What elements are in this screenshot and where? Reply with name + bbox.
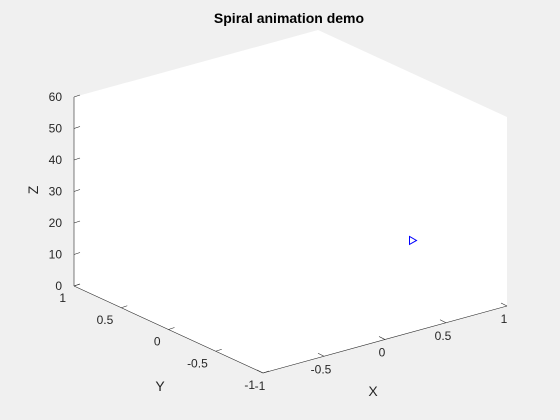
x-tick-mark: [500, 302, 508, 307]
z-tick-label: 30: [49, 185, 63, 199]
z-tick-mark: [73, 189, 81, 192]
y-tick-label: -0.5: [187, 356, 208, 370]
x-tick-label: -1: [255, 379, 266, 393]
y-tick-label: 1: [59, 291, 66, 305]
z-tick-mark: [73, 126, 81, 129]
z-tick-mark: [73, 94, 81, 98]
z-tick-label: 20: [49, 216, 63, 230]
x-tick-label: 0.5: [435, 329, 452, 343]
y-tick-mark: [262, 370, 270, 374]
y-tick-label: -1: [244, 378, 255, 392]
z-tick-label: 10: [49, 248, 63, 262]
z-tick-mark: [73, 220, 81, 224]
z-tick-label: 0: [55, 279, 62, 293]
chart-title: Spiral animation demo: [214, 10, 364, 26]
y-tick-mark: [168, 327, 175, 330]
x-tick-label: 1: [501, 312, 508, 326]
z-tick-mark: [73, 157, 81, 161]
x-tick-mark: [439, 319, 447, 324]
z-tick-mark: [73, 283, 81, 287]
z-tick-mark: [73, 252, 81, 255]
x-tick-label: 0: [379, 346, 386, 360]
axes-background: [74, 30, 507, 373]
z-tick-label: 50: [49, 122, 63, 136]
z-tick-label: 60: [49, 90, 63, 104]
z-tick-label: 40: [49, 153, 63, 167]
x-tick-mark: [317, 352, 325, 357]
x-axis-label: X: [368, 383, 378, 399]
y-tick-mark: [215, 348, 222, 352]
z-axis-label: Z: [25, 185, 41, 194]
data-point-marker: [409, 235, 418, 246]
y-tick-mark: [121, 305, 128, 309]
y-tick-label: 0: [154, 335, 161, 349]
y-tick-label: 0.5: [97, 313, 114, 327]
x-tick-label: -0.5: [311, 362, 332, 376]
x-tick-mark: [378, 336, 386, 340]
y-axis-label: Y: [155, 378, 165, 394]
x-tick-mark: [256, 369, 264, 374]
